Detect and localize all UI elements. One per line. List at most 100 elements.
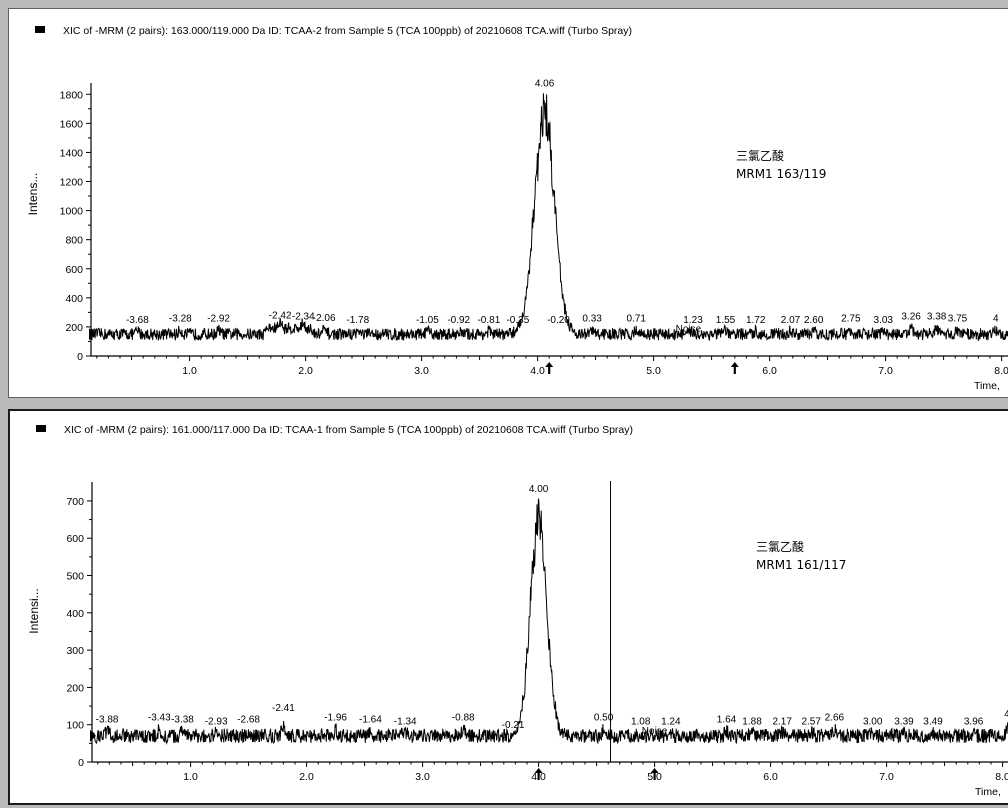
chart-title: XIC of -MRM (2 pairs): 163.000/119.000 D… (63, 25, 632, 37)
peak-label: -0.81 (477, 315, 500, 326)
peak-label: 3.39 (894, 716, 914, 727)
peak-label: 3.49 (923, 716, 943, 727)
y-tick-label: 0 (78, 757, 84, 769)
y-tick-label: 1800 (60, 89, 84, 101)
x-tick-label: 1.0 (183, 771, 198, 783)
peak-label: -2.93 (205, 716, 228, 727)
peak-label: 2.66 (825, 713, 845, 724)
noise-marker-label: Noise (642, 726, 668, 737)
x-axis-label: Time, (975, 786, 1001, 798)
peak-label: 1.72 (746, 315, 766, 326)
peak-label: -1.64 (359, 714, 382, 725)
peak-label: -2.41 (272, 703, 295, 714)
x-tick-label: 3.0 (414, 365, 429, 377)
peak-label: -3.28 (169, 314, 192, 325)
x-tick-label: 2.0 (298, 365, 313, 377)
main-peak-label: 4.06 (535, 78, 555, 89)
peak-label: -3.38 (171, 714, 194, 725)
peak-label: 1.24 (661, 716, 681, 727)
peak-label: 1.64 (717, 714, 737, 725)
title-marker-icon (36, 425, 46, 432)
peak-label: 3.00 (863, 716, 883, 727)
y-tick-label: 1400 (60, 147, 84, 159)
x-tick-label: 4.0 (530, 365, 545, 377)
y-tick-label: 800 (65, 235, 83, 247)
x-axis-label: Time, (974, 380, 1000, 392)
peak-label: -0.92 (447, 315, 470, 326)
y-tick-label: 200 (65, 322, 83, 334)
peak-label: -0.88 (452, 713, 475, 724)
chromatogram-trace (91, 498, 1008, 745)
xic-chart-bottom: XIC of -MRM (2 pairs): 161.000/117.000 D… (27, 424, 1008, 798)
peak-label: 4 (993, 314, 999, 325)
x-tick-label: 6.0 (763, 771, 778, 783)
peak-label: 4. (1004, 709, 1008, 720)
x-tick-label: 8.0 (994, 365, 1008, 377)
y-tick-label: 600 (66, 533, 84, 545)
peak-label: 3.26 (901, 311, 921, 322)
peak-label: -2.68 (237, 714, 260, 725)
x-tick-label: 3.0 (415, 771, 430, 783)
peak-label: 0.50 (594, 713, 614, 724)
peak-label: -0.21 (502, 720, 525, 731)
arrow-up-icon (534, 768, 543, 780)
y-tick-label: 600 (65, 264, 83, 276)
arrow-up-icon (545, 362, 554, 374)
peak-label: 1.88 (742, 716, 762, 727)
title-marker-icon (35, 26, 45, 33)
peak-label: -2.92 (207, 314, 230, 325)
x-tick-label: 6.0 (762, 365, 777, 377)
peak-label: 3.03 (874, 315, 894, 326)
peak-label: 1.23 (683, 315, 703, 326)
peak-label: 3.96 (964, 716, 984, 727)
x-tick-label: 7.0 (879, 771, 894, 783)
peak-label: 0.71 (626, 314, 646, 325)
xic-chart-top: XIC of -MRM (2 pairs): 163.000/119.000 D… (26, 25, 1008, 392)
peak-label: -3.88 (96, 714, 119, 725)
arrow-up-icon (650, 768, 659, 780)
peak-label: -3.43 (148, 713, 171, 724)
peak-label: 0.33 (582, 314, 602, 325)
peak-label: -1.34 (394, 716, 417, 727)
peak-label: 3.38 (927, 311, 947, 322)
arrow-up-icon (730, 362, 739, 374)
x-tick-label: 2.0 (299, 771, 314, 783)
y-tick-label: 1600 (60, 118, 84, 130)
chart-title: XIC of -MRM (2 pairs): 161.000/117.000 D… (64, 424, 633, 436)
peak-label: 2.57 (801, 716, 821, 727)
peak-label: -2.06 (313, 313, 336, 324)
peak-label: -1.05 (416, 315, 439, 326)
peak-label: 2.75 (841, 314, 861, 325)
y-tick-label: 500 (66, 571, 84, 583)
y-tick-label: 400 (65, 293, 83, 305)
peak-label: -0.35 (506, 315, 529, 326)
compound-name: 三氯乙酸 (736, 148, 784, 163)
peak-label: 2.07 (781, 315, 801, 326)
y-tick-label: 0 (77, 351, 83, 363)
y-tick-label: 300 (66, 645, 84, 657)
x-tick-label: 5.0 (646, 365, 661, 377)
y-tick-label: 1200 (60, 177, 84, 189)
peak-label: -1.78 (346, 315, 369, 326)
peak-label: 1.55 (716, 315, 736, 326)
chromatogram-trace (90, 93, 1008, 342)
y-axis-label: Intens... (26, 173, 40, 216)
peak-label: -1.96 (324, 713, 347, 724)
peak-label: 1.08 (631, 716, 651, 727)
baseline-marker-icon (89, 328, 95, 341)
chart-panel-top: XIC of -MRM (2 pairs): 163.000/119.000 D… (8, 8, 1008, 398)
y-axis-label: Intensi... (27, 588, 41, 633)
peak-label: -3.68 (126, 315, 149, 326)
x-tick-label: 8.0 (995, 771, 1008, 783)
mrm-transition: MRM1 163/119 (736, 167, 826, 181)
peak-label: -2.42 (269, 311, 292, 322)
peak-label: 3.75 (948, 314, 968, 325)
mrm-transition: MRM1 161/117 (756, 558, 846, 572)
y-tick-label: 200 (66, 682, 84, 694)
peak-label: -2.34 (292, 311, 315, 322)
y-tick-label: 100 (66, 720, 84, 732)
compound-name: 三氯乙酸 (756, 539, 804, 554)
x-tick-label: 7.0 (878, 365, 893, 377)
peak-label: 2.17 (772, 716, 792, 727)
y-tick-label: 400 (66, 608, 84, 620)
